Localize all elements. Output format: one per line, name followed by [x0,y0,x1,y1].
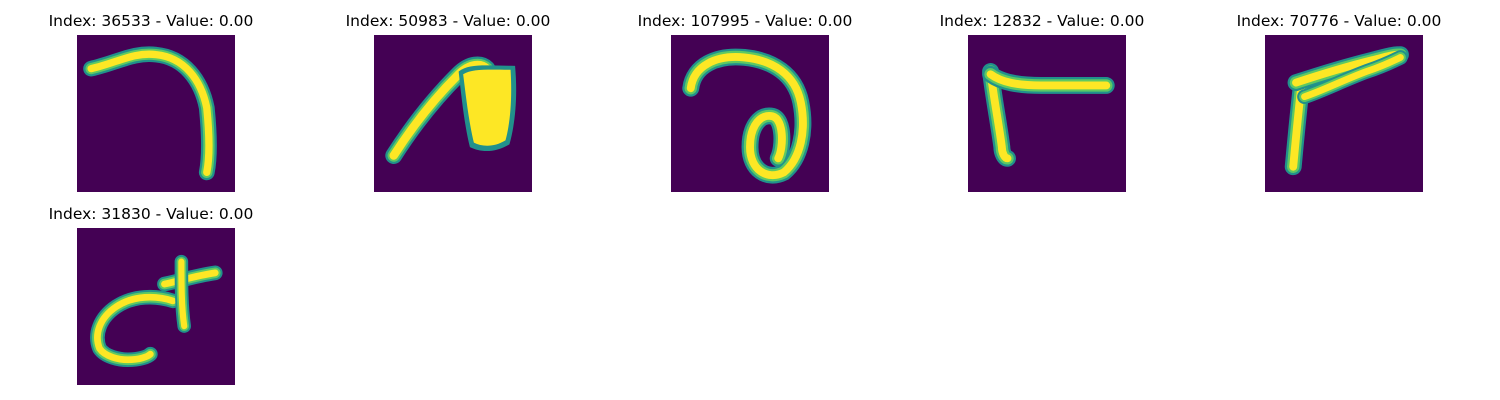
image-panel-2: Index: 50983 - Value: 0.00 [297,0,597,192]
panel-title: Index: 36533 - Value: 0.00 [48,12,254,30]
handwritten-glyph-image [968,35,1126,192]
handwritten-glyph-image [1265,35,1423,192]
handwritten-glyph-image [671,35,829,192]
image-panel-5: Index: 70776 - Value: 0.00 [1188,0,1488,192]
handwritten-glyph-image [77,35,235,192]
image-panel-6: Index: 31830 - Value: 0.00 [0,193,300,385]
angle-stroke-glyph [1265,35,1423,192]
corner-stroke-glyph [968,35,1126,192]
cross-curve-stroke-glyph [77,228,235,385]
handwritten-glyph-image [374,35,532,192]
image-panel-3: Index: 107995 - Value: 0.00 [594,0,894,192]
filled-loop-stroke-glyph [374,35,532,192]
panel-title: Index: 12832 - Value: 0.00 [939,12,1145,30]
panel-title: Index: 107995 - Value: 0.00 [637,12,853,30]
curled-loop-stroke-glyph [671,35,829,192]
panel-title: Index: 70776 - Value: 0.00 [1236,12,1442,30]
panel-title: Index: 50983 - Value: 0.00 [345,12,551,30]
handwritten-glyph-image [77,228,235,385]
image-panel-1: Index: 36533 - Value: 0.00 [0,0,300,192]
panel-title: Index: 31830 - Value: 0.00 [48,205,254,223]
image-panel-4: Index: 12832 - Value: 0.00 [891,0,1191,192]
hook-stroke-glyph [77,35,235,192]
